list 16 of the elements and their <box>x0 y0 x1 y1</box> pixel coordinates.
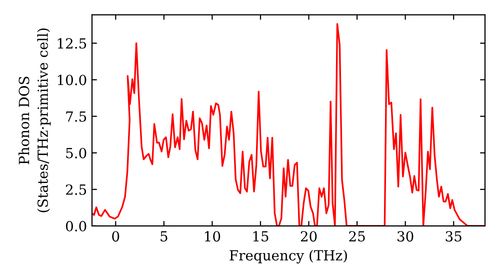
x-tick-label: 0 <box>112 231 120 242</box>
y-axis-title: Phonon DOS (States/THz·primitive cell) <box>18 28 51 212</box>
x-tick-label: 20 <box>300 231 317 242</box>
x-tick-label: 10 <box>205 231 220 242</box>
y-tick-label: 0.0 <box>66 220 86 232</box>
x-tick-label: 15 <box>253 231 268 242</box>
y-tick-label: 7.5 <box>66 111 86 122</box>
y-tick-label: 5.0 <box>66 148 86 158</box>
x-tick-label: 5 <box>160 231 168 242</box>
x-tick-label: 25 <box>349 231 365 242</box>
y-tick-label: 10.0 <box>58 74 86 86</box>
y-tick-label: 2.5 <box>66 184 86 195</box>
x-tick-label: 35 <box>446 231 462 242</box>
y-tick-label: 12.5 <box>58 38 86 49</box>
x-tick-label: 30 <box>398 231 414 242</box>
x-axis-title: Frequency (THz) <box>230 250 347 264</box>
